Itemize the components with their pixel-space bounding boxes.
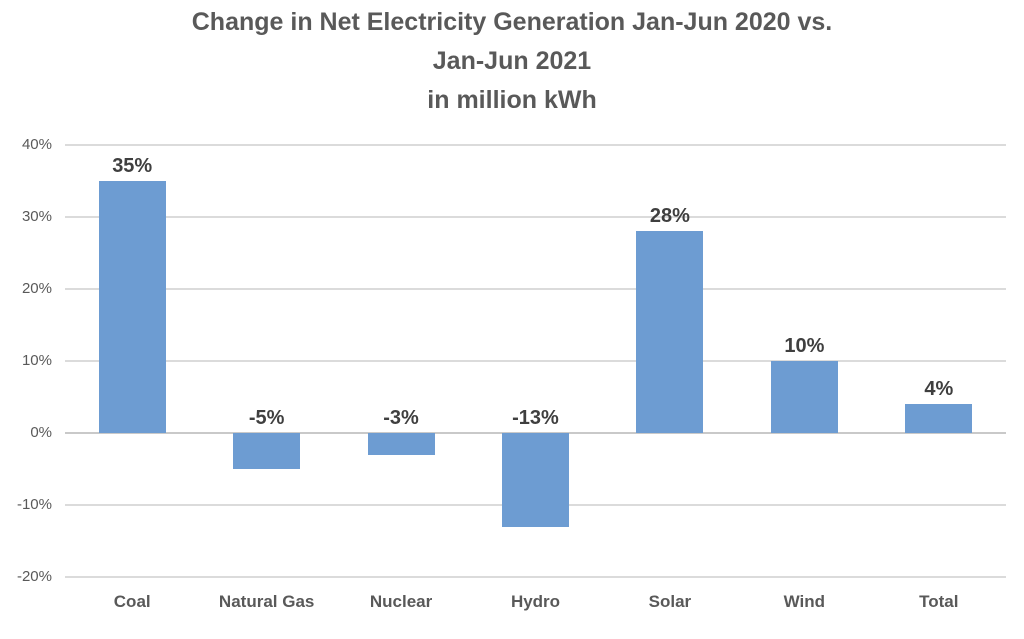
data-label-natural-gas: -5% xyxy=(248,407,285,429)
gridline xyxy=(65,144,1006,146)
gridline xyxy=(65,288,1006,290)
y-axis-tick-label: -10% xyxy=(16,496,52,513)
y-axis-tick-label: 40% xyxy=(21,136,52,153)
chart-title: Change in Net Electricity Generation Jan… xyxy=(0,3,1024,120)
chart-title-line-1: Change in Net Electricity Generation Jan… xyxy=(191,8,833,36)
bar-wind xyxy=(770,361,838,433)
x-axis-category-label-solar: Solar xyxy=(648,592,692,611)
y-axis-tick-label: 10% xyxy=(21,352,52,369)
x-axis-category-label-hydro: Hydro xyxy=(510,592,561,611)
bar-natural-gas xyxy=(233,433,301,469)
gridline xyxy=(65,360,1006,362)
gridline xyxy=(65,216,1006,218)
data-label-nuclear: -3% xyxy=(383,407,419,429)
x-axis-category-label-natural-gas: Natural Gas xyxy=(218,592,315,611)
bar-hydro xyxy=(502,433,569,527)
x-axis-category-label-wind: Wind xyxy=(783,592,826,611)
data-label-total: 4% xyxy=(924,378,954,401)
data-label-wind: 10% xyxy=(784,335,825,357)
gridline xyxy=(65,576,1006,578)
chart-title-line-3: in million kWh xyxy=(427,86,597,114)
bar-total xyxy=(905,404,973,433)
y-axis-tick-label: 20% xyxy=(21,280,52,297)
bar-nuclear xyxy=(367,433,435,455)
data-label-hydro: -13% xyxy=(512,407,559,429)
y-axis-tick-label: 0% xyxy=(30,424,52,441)
data-label-coal: 35% xyxy=(112,155,153,177)
bar-solar xyxy=(636,231,704,433)
chart-title-line-2: Jan-Jun 2021 xyxy=(432,47,592,75)
data-label-solar: 28% xyxy=(649,205,690,228)
y-axis-tick-label: 30% xyxy=(21,208,52,225)
x-axis-category-label-coal: Coal xyxy=(113,592,151,611)
bar-coal xyxy=(98,181,166,433)
x-axis-category-label-total: Total xyxy=(919,592,959,611)
x-axis-category-label-nuclear: Nuclear xyxy=(369,592,433,611)
y-axis-tick-label: -20% xyxy=(16,568,52,585)
